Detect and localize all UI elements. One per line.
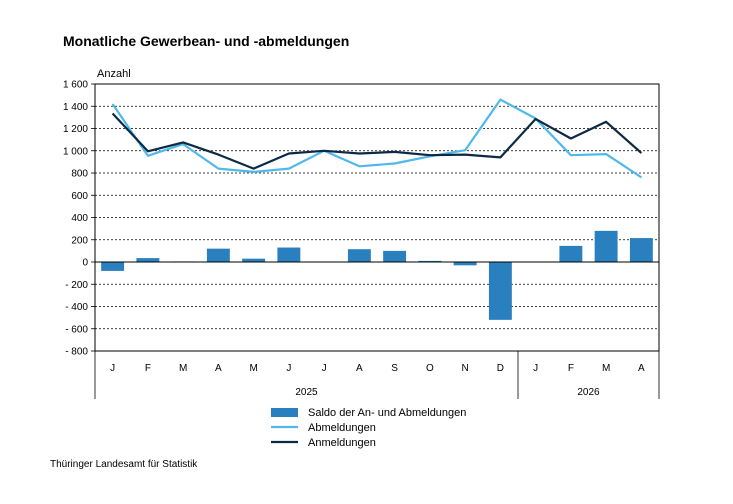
y-axis-label: Anzahl	[97, 68, 131, 80]
x-tick-label: M	[602, 363, 610, 374]
bar-saldo	[559, 245, 583, 262]
x-tick-label: J	[110, 363, 115, 374]
y-tick-label: 1 600	[63, 80, 88, 91]
legend-label: Anmeldungen	[308, 437, 376, 449]
bar-saldo	[453, 262, 477, 266]
bar-saldo	[629, 238, 653, 262]
bar-saldo	[347, 249, 371, 262]
y-tick-label: 200	[71, 235, 88, 246]
x-tick-label: J	[286, 363, 291, 374]
year-label: 2025	[295, 387, 318, 398]
plot-frame	[94, 83, 660, 352]
legend-label: Abmeldungen	[308, 422, 376, 434]
y-tick-label: - 600	[65, 324, 88, 335]
y-tick-label: 600	[71, 191, 88, 202]
line-abmeldungen	[111, 98, 643, 179]
x-tick-label: D	[497, 363, 504, 374]
line-anmeldungen	[111, 112, 643, 170]
x-tick-label: A	[638, 363, 645, 374]
x-tick-label: A	[356, 363, 363, 374]
x-tick-label: S	[391, 363, 398, 374]
x-tick-label: J	[533, 363, 538, 374]
y-tick-label: 800	[71, 169, 88, 180]
chart-title: Monatliche Gewerbean- und -abmeldungen	[63, 33, 350, 49]
bar-saldo	[136, 258, 160, 262]
x-tick-label: M	[249, 363, 257, 374]
source-note: Thüringer Landesamt für Statistik	[50, 459, 198, 470]
y-tick-label: 400	[71, 213, 88, 224]
bar-saldo	[418, 260, 442, 262]
y-tick-label: 1 000	[63, 146, 88, 157]
x-tick-label: N	[462, 363, 469, 374]
bar-saldo	[101, 262, 125, 271]
y-tick-label: - 200	[65, 280, 88, 291]
bar-saldo	[242, 258, 266, 262]
x-tick-label: O	[426, 363, 434, 374]
x-tick-label: F	[568, 363, 574, 374]
y-tick-label: 0	[82, 258, 88, 269]
year-label: 2026	[577, 387, 600, 398]
y-tick-label: 1 400	[63, 102, 88, 113]
x-tick-label: A	[215, 363, 222, 374]
y-tick-label: - 800	[65, 347, 88, 358]
x-tick-label: F	[145, 363, 151, 374]
legend-label: Saldo der An- und Abmeldungen	[308, 407, 466, 419]
bar-saldo	[206, 248, 230, 262]
y-tick-label: - 400	[65, 302, 88, 313]
bar-saldo	[383, 250, 407, 262]
bar-saldo	[488, 262, 512, 320]
legend-swatch-saldo	[271, 408, 298, 417]
y-tick-label: 1 200	[63, 124, 88, 135]
bar-saldo	[594, 230, 618, 262]
x-tick-label: M	[179, 363, 187, 374]
x-tick-label: J	[322, 363, 327, 374]
bar-saldo	[277, 247, 301, 262]
